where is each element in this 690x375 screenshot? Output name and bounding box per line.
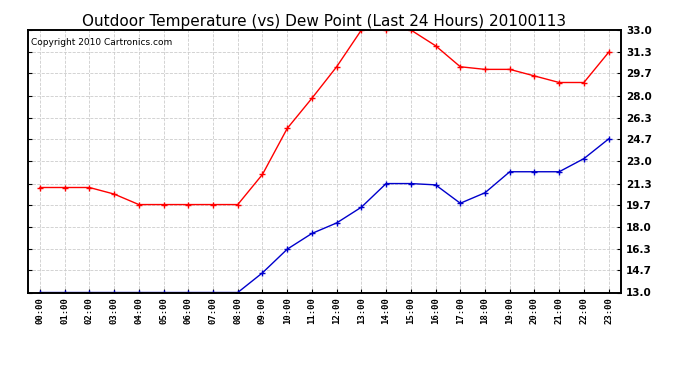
Text: Copyright 2010 Cartronics.com: Copyright 2010 Cartronics.com bbox=[30, 38, 172, 47]
Title: Outdoor Temperature (vs) Dew Point (Last 24 Hours) 20100113: Outdoor Temperature (vs) Dew Point (Last… bbox=[82, 14, 566, 29]
